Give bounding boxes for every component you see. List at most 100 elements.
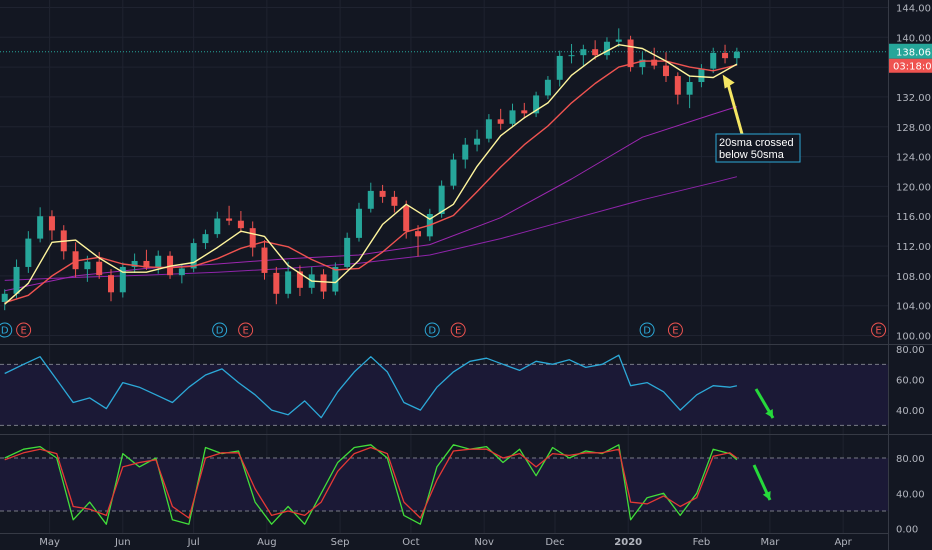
earnings-marker[interactable] bbox=[238, 322, 254, 338]
dividend-marker[interactable] bbox=[0, 322, 13, 338]
candle-body bbox=[438, 185, 445, 215]
earnings-marker[interactable] bbox=[16, 322, 32, 338]
dividend-marker[interactable] bbox=[212, 322, 228, 338]
rsi-tick-label: 80.00 bbox=[896, 345, 925, 356]
price-tick-label: 144.00 bbox=[896, 3, 931, 14]
candle-body bbox=[72, 251, 79, 270]
candle-body bbox=[25, 238, 32, 267]
annotation-box[interactable] bbox=[715, 133, 801, 163]
event-marker-label: E bbox=[672, 326, 678, 337]
candle-body bbox=[710, 52, 717, 69]
candle-body bbox=[379, 190, 386, 197]
price-tick-label: 140.00 bbox=[896, 33, 931, 44]
sma-50-line bbox=[4, 60, 738, 304]
event-marker-label: D bbox=[1, 326, 9, 337]
candle-body bbox=[415, 231, 422, 237]
candle-body bbox=[285, 271, 292, 294]
earnings-marker[interactable] bbox=[450, 322, 466, 338]
price-tick-label: 132.00 bbox=[896, 93, 931, 104]
countdown-label: 03:18:09 bbox=[893, 62, 932, 73]
candle-body bbox=[674, 76, 681, 95]
event-marker-label: E bbox=[242, 326, 248, 337]
candle-body bbox=[497, 119, 504, 124]
candle-body bbox=[733, 51, 740, 59]
candle-body bbox=[143, 260, 150, 268]
event-marker-label: E bbox=[875, 326, 881, 337]
event-marker-label: D bbox=[216, 326, 224, 337]
candle-body bbox=[603, 41, 610, 56]
rsi-tick-label: 40.00 bbox=[896, 406, 925, 417]
dividend-marker[interactable] bbox=[639, 322, 655, 338]
price-tick-label: 128.00 bbox=[896, 123, 931, 134]
candle-body bbox=[615, 39, 622, 42]
candle-body bbox=[651, 59, 658, 66]
annotation-text: 20sma crossed bbox=[719, 137, 794, 149]
x-tick-label: Nov bbox=[474, 537, 494, 548]
x-tick-label: Mar bbox=[760, 537, 780, 548]
stochastic-tick-label: 0.00 bbox=[896, 525, 918, 536]
sma-20-line bbox=[4, 44, 738, 305]
earnings-marker[interactable] bbox=[667, 322, 683, 338]
earnings-marker[interactable] bbox=[871, 322, 887, 338]
candle-body bbox=[580, 49, 587, 56]
last-price-label: 138.06 bbox=[896, 48, 931, 59]
event-marker-label: E bbox=[455, 326, 461, 337]
event-marker-label: D bbox=[643, 326, 651, 337]
sma-200-line bbox=[4, 176, 738, 281]
event-marker-label: E bbox=[20, 326, 26, 337]
x-tick-label: Jul bbox=[187, 537, 200, 548]
candle-body bbox=[663, 65, 669, 77]
candle-body bbox=[355, 208, 362, 238]
stochastic-d-line bbox=[4, 446, 738, 519]
price-tick-label: 120.00 bbox=[896, 182, 931, 193]
candle-body bbox=[533, 95, 540, 114]
x-tick-label: Apr bbox=[834, 537, 852, 548]
candle-body bbox=[450, 159, 457, 186]
rsi-line bbox=[4, 354, 738, 419]
x-tick-label: Aug bbox=[257, 537, 277, 548]
x-tick-label: Sep bbox=[331, 537, 350, 548]
price-tick-label: 124.00 bbox=[896, 153, 931, 164]
candle-body bbox=[592, 49, 599, 56]
candle-body bbox=[249, 228, 256, 248]
price-tick-label: 108.00 bbox=[896, 272, 931, 283]
rsi-band bbox=[0, 364, 888, 426]
stochastic-arrow-head bbox=[762, 491, 771, 500]
candle-body bbox=[332, 266, 339, 292]
price-tick-label: 100.00 bbox=[896, 332, 931, 343]
candle-body bbox=[462, 144, 469, 160]
candle-body bbox=[273, 272, 280, 294]
candle-body bbox=[639, 59, 646, 68]
candle-body bbox=[202, 234, 209, 244]
candle-body bbox=[296, 271, 303, 288]
candle-body bbox=[108, 275, 114, 293]
stochastic-tick-label: 40.00 bbox=[896, 489, 925, 500]
event-marker-label: D bbox=[428, 326, 436, 337]
candle-body bbox=[190, 243, 197, 269]
stochastic-tick-label: 80.00 bbox=[896, 454, 925, 465]
x-tick-label: Oct bbox=[402, 537, 419, 548]
candle-body bbox=[568, 55, 575, 57]
candle-body bbox=[485, 119, 492, 139]
candle-body bbox=[178, 268, 185, 276]
stochastic-k-line bbox=[4, 444, 738, 525]
candle-body bbox=[237, 220, 244, 229]
price-tick-label: 116.00 bbox=[896, 212, 931, 223]
annotation-arrow-head bbox=[722, 74, 735, 89]
candle-body bbox=[84, 261, 91, 270]
candle-body bbox=[119, 266, 126, 293]
annotation-text: below 50sma bbox=[719, 149, 785, 161]
candle-body bbox=[686, 82, 693, 95]
candle-body bbox=[391, 196, 398, 206]
last-price-tag bbox=[889, 43, 932, 59]
candle-body bbox=[403, 205, 410, 232]
x-tick-label: May bbox=[39, 537, 60, 548]
x-tick-label: Dec bbox=[545, 537, 564, 548]
candle-body bbox=[521, 110, 528, 114]
dividend-marker[interactable] bbox=[424, 322, 440, 338]
candle-body bbox=[367, 190, 374, 209]
candle-body bbox=[131, 260, 138, 267]
x-tick-label: Feb bbox=[693, 537, 711, 548]
